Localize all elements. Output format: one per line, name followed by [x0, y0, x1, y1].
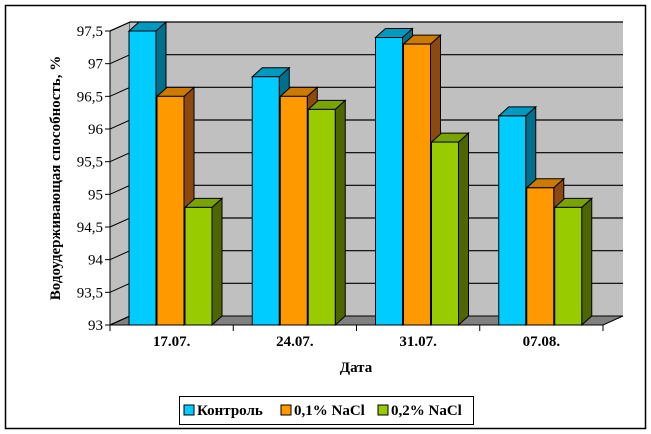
y-tick-label: 97,5 [77, 24, 103, 40]
bar [554, 206, 583, 326]
legend-label: 0,1% NaCl [294, 403, 365, 419]
gridline-side [109, 250, 131, 261]
y-tick-label: 95 [88, 187, 103, 203]
x-tick-label: 31.07. [399, 334, 437, 350]
y-tick-label: 94,5 [77, 220, 103, 236]
bar [526, 187, 555, 326]
x-tick-label: 07.08. [523, 334, 561, 350]
gridline-side [109, 86, 131, 97]
bar [128, 30, 157, 326]
bar-side [211, 197, 223, 327]
x-tick-label: 24.07. [276, 334, 314, 350]
y-tick-label: 94 [88, 253, 104, 269]
bar [251, 76, 280, 326]
bar [498, 115, 527, 326]
x-axis-title: Дата [340, 360, 373, 376]
y-tick-label: 97 [88, 57, 104, 73]
y-tick-label: 96 [88, 122, 104, 138]
legend-label: Контроль [197, 403, 263, 419]
bar-side [458, 131, 469, 327]
gridline-side [109, 21, 131, 32]
x-tick-label: 17.07. [153, 334, 191, 350]
gridline-side [109, 184, 131, 195]
legend: Контроль 0,1% NaCl 0,2% NaCl [179, 396, 474, 425]
gridline-side [109, 119, 131, 130]
gridline-side [109, 315, 131, 326]
y-axis-title: Водоудерживающая способность, % [48, 56, 64, 300]
bar-side [334, 99, 346, 327]
bar [184, 206, 213, 326]
bar [403, 43, 431, 326]
gridline-side [109, 152, 131, 163]
gridline-side [109, 54, 131, 65]
legend-box [179, 396, 474, 425]
gridline-side [109, 217, 131, 228]
bar [431, 141, 459, 326]
bar-side [581, 197, 593, 327]
y-tick-label: 95,5 [77, 155, 103, 171]
y-tick-label: 93 [88, 318, 103, 334]
bar [156, 95, 185, 326]
y-tick-label: 96,5 [77, 89, 103, 105]
legend-label: 0,2% NaCl [391, 403, 462, 419]
y-tick-label: 93,5 [77, 285, 103, 301]
gridline-side [109, 282, 131, 293]
legend-swatch [183, 404, 195, 416]
legend-swatch [280, 404, 292, 416]
side-wall [109, 21, 131, 326]
legend-swatch [377, 404, 389, 416]
bar [279, 95, 308, 326]
bar [307, 108, 336, 326]
axes: 93 93,5 94 94,5 95 95,5 96 96,5 97 97,5 17.07. 24.0… [77, 24, 604, 350]
bar [375, 37, 403, 326]
